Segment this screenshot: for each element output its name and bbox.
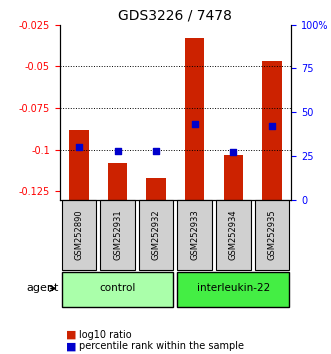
Text: control: control xyxy=(99,284,136,293)
Point xyxy=(115,148,120,154)
Point xyxy=(76,144,81,150)
Point xyxy=(231,150,236,155)
Bar xyxy=(185,38,204,200)
FancyBboxPatch shape xyxy=(62,272,173,307)
Text: percentile rank within the sample: percentile rank within the sample xyxy=(79,341,244,351)
Bar xyxy=(262,61,282,200)
Text: log10 ratio: log10 ratio xyxy=(79,330,132,339)
Text: interleukin-22: interleukin-22 xyxy=(197,284,270,293)
Text: ■: ■ xyxy=(66,341,77,351)
Text: GSM252932: GSM252932 xyxy=(152,209,161,260)
Bar xyxy=(69,130,88,200)
Text: ■: ■ xyxy=(66,330,77,339)
Text: GSM252890: GSM252890 xyxy=(74,209,83,260)
Text: GSM252935: GSM252935 xyxy=(267,209,276,260)
Bar xyxy=(224,155,243,200)
FancyBboxPatch shape xyxy=(255,200,289,269)
FancyBboxPatch shape xyxy=(216,200,251,269)
FancyBboxPatch shape xyxy=(62,200,96,269)
Text: GSM252933: GSM252933 xyxy=(190,209,199,260)
Text: GSM252931: GSM252931 xyxy=(113,209,122,260)
Point xyxy=(269,123,275,129)
Title: GDS3226 / 7478: GDS3226 / 7478 xyxy=(118,8,232,22)
Bar xyxy=(108,163,127,200)
Point xyxy=(192,122,197,127)
Point xyxy=(154,148,159,154)
FancyBboxPatch shape xyxy=(139,200,173,269)
Text: agent: agent xyxy=(26,284,59,293)
Text: GSM252934: GSM252934 xyxy=(229,209,238,260)
FancyBboxPatch shape xyxy=(177,200,212,269)
FancyBboxPatch shape xyxy=(100,200,135,269)
FancyBboxPatch shape xyxy=(177,272,289,307)
Bar xyxy=(146,178,166,200)
